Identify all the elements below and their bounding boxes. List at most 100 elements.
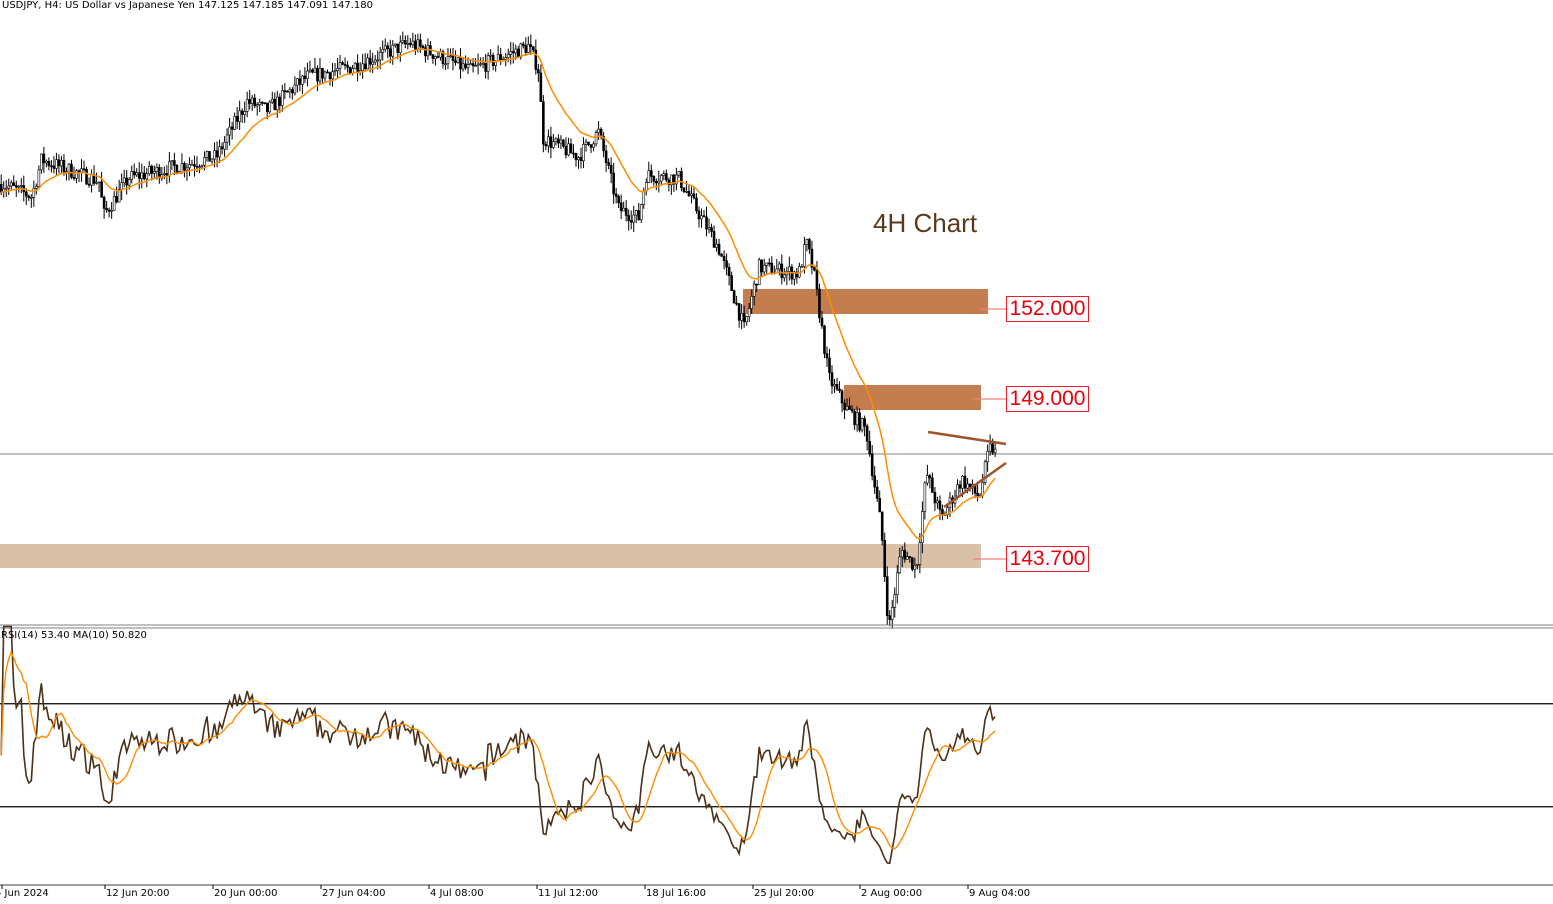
candle-body [624, 207, 628, 216]
candle-body [685, 190, 688, 193]
candle-body [534, 49, 538, 70]
candle-body [122, 177, 126, 184]
candle-body [479, 63, 482, 65]
candle-body [579, 157, 583, 162]
candle-body [253, 97, 257, 107]
candle-body [506, 54, 510, 58]
candle-body [667, 179, 671, 186]
candle-body [890, 607, 894, 621]
candle-body [662, 173, 666, 176]
candle-body [572, 152, 575, 155]
candle-body [843, 402, 846, 411]
candle-body [777, 263, 781, 270]
candle-body [240, 110, 244, 115]
candle-body [660, 175, 663, 182]
candle-body [928, 475, 932, 479]
candle-body [526, 44, 530, 53]
candle-body [474, 65, 477, 67]
candle-body [788, 266, 791, 272]
level-label-149: 149.000 [1006, 386, 1089, 412]
candle-body [695, 197, 698, 212]
candle-body [145, 173, 149, 180]
candle-body [193, 163, 196, 167]
candle-body [865, 425, 869, 442]
candle-body [584, 141, 588, 145]
x-tick-label: 5 Jun 2024 [0, 888, 49, 899]
candle-body [665, 173, 668, 181]
candle-body [60, 160, 63, 167]
candle-body [602, 136, 605, 152]
candle-body [557, 138, 560, 144]
candle-body [383, 45, 387, 50]
candle-body [225, 134, 229, 143]
candle-body [185, 167, 189, 171]
candle-body [875, 486, 879, 499]
candle-body [376, 59, 380, 62]
candle-body [833, 384, 836, 387]
candle-body [75, 170, 78, 179]
candle-body [767, 262, 771, 265]
candle-body [130, 171, 134, 180]
candle-body [469, 63, 472, 66]
candle-body [183, 163, 186, 171]
candle-body [911, 557, 914, 570]
candle-body [627, 215, 631, 221]
candle-body [740, 313, 743, 321]
support-zone-143-7 [0, 544, 981, 568]
candle-body [878, 498, 882, 513]
candle-body [986, 450, 989, 463]
candle-body [815, 269, 819, 290]
candle-body [617, 196, 620, 204]
candle-body [873, 475, 876, 488]
candle-body [434, 56, 437, 60]
candle-body [936, 500, 939, 504]
candle-body [941, 509, 944, 516]
candle-body [657, 180, 661, 184]
candle-body [539, 72, 543, 102]
candle-body [933, 492, 937, 504]
candle-body [85, 169, 88, 185]
candle-body [142, 172, 146, 180]
x-tick-label: 25 Jul 20:00 [754, 888, 814, 899]
candle-body [481, 62, 485, 65]
candle-body [270, 98, 274, 103]
candle-body [456, 57, 460, 63]
candle-body [326, 71, 329, 74]
candle-body [765, 262, 769, 266]
candle-body [574, 153, 578, 161]
candle-body [451, 55, 455, 62]
candle-body [155, 167, 159, 172]
candle-body [818, 288, 821, 319]
candle-body [855, 412, 859, 426]
candle-body [37, 169, 41, 187]
candle-body [258, 101, 262, 106]
candle-body [127, 179, 131, 186]
rsi-line [0, 625, 996, 865]
candle-body [248, 99, 251, 104]
candle-body [732, 290, 736, 304]
candle-body [296, 78, 299, 86]
candle-body [396, 43, 400, 53]
candle-body [898, 556, 902, 574]
candle-body [245, 99, 249, 112]
candle-body [291, 89, 294, 94]
candle-body [42, 153, 46, 164]
candle-body [195, 165, 199, 168]
candle-body [190, 163, 194, 166]
candle-body [343, 64, 347, 66]
candle-body [441, 51, 445, 65]
candle-body [348, 67, 352, 74]
rsi-header: RSI(14) 53.40 MA(10) 50.820 [1, 630, 147, 641]
candle-body [521, 43, 525, 46]
candle-body [426, 45, 430, 57]
candle-body [461, 63, 465, 70]
candle-body [210, 158, 214, 162]
candle-body [742, 313, 746, 323]
x-tick-label: 18 Jul 16:00 [646, 888, 706, 899]
candle-body [885, 576, 889, 616]
candle-body [858, 412, 861, 431]
candle-body [283, 90, 287, 92]
x-tick-label: 11 Jul 12:00 [538, 888, 598, 899]
candle-body [466, 64, 470, 69]
